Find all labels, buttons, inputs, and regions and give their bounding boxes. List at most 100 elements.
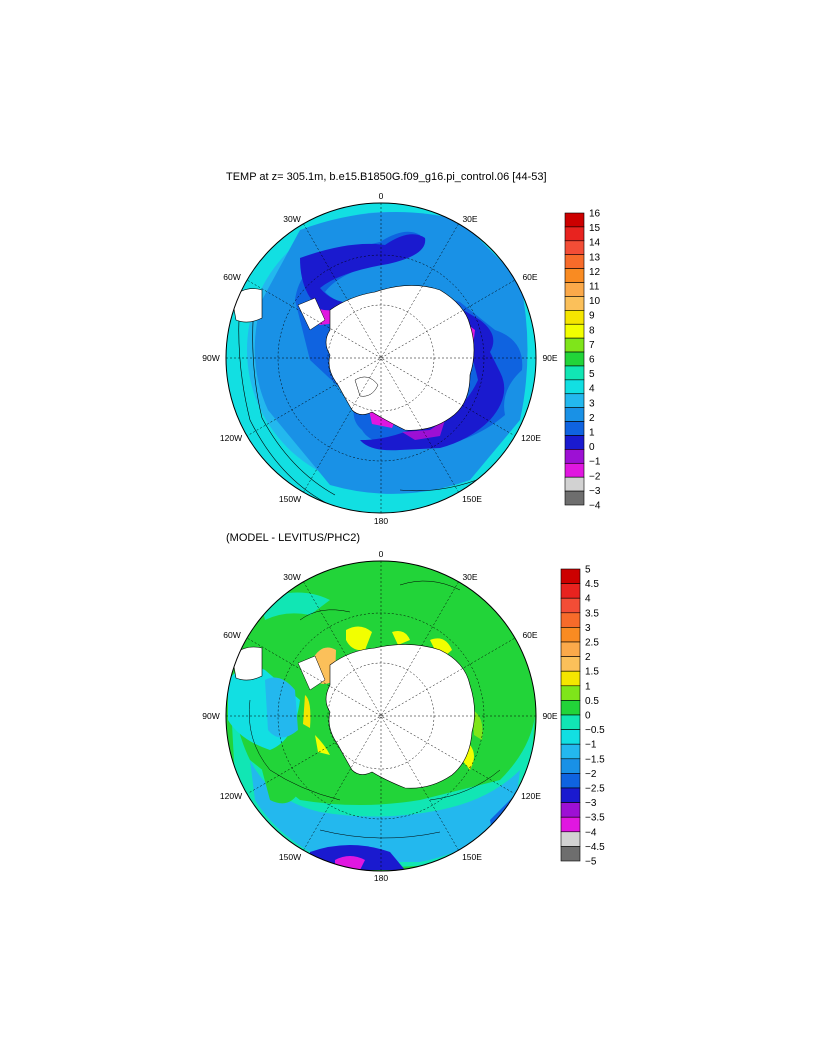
panel2-lon-label: 150W xyxy=(279,852,301,862)
panel1-lon-label: 120E xyxy=(521,433,541,443)
panel2-lon-label: 90E xyxy=(542,711,557,721)
colorbar-tick-label: −5 xyxy=(585,857,597,868)
colorbar-tick-label: −3 xyxy=(589,486,601,497)
panel1-lon-label: 150W xyxy=(279,494,301,504)
panel1-lon-label: 180 xyxy=(374,516,388,526)
colorbar-swatch xyxy=(560,583,581,599)
panel2-lon-label: 120W xyxy=(220,791,242,801)
colorbar-tick-label: −2.5 xyxy=(585,784,605,795)
colorbar-swatch xyxy=(564,407,585,422)
colorbar-tick-label: −3.5 xyxy=(585,813,605,824)
colorbar-swatch xyxy=(564,254,585,269)
panel1-lon-label: 60E xyxy=(522,272,537,282)
colorbar-swatch xyxy=(560,787,581,803)
colorbar-swatch xyxy=(560,700,581,716)
colorbar-swatch xyxy=(560,597,581,614)
panel2-lon-label: 90W xyxy=(202,711,219,721)
panel2-lon-label: 60W xyxy=(223,630,240,640)
colorbar-swatch xyxy=(564,351,585,367)
colorbar-swatch xyxy=(564,490,585,506)
panel1-lon-label: 0 xyxy=(379,191,384,201)
panel1-lon-label: 90E xyxy=(542,353,557,363)
colorbar-tick-label: −4 xyxy=(589,501,601,512)
panel1-lon-label: 150E xyxy=(462,494,482,504)
panel2-lon-label: 30E xyxy=(462,572,477,582)
panel2-title: (MODEL - LEVITUS/PHC2) xyxy=(226,532,361,544)
colorbar-tick-label: −1 xyxy=(585,740,597,751)
colorbar-swatch xyxy=(564,212,585,228)
colorbar-tick-label: −3 xyxy=(585,798,597,809)
panel1-lon-label: 120W xyxy=(220,433,242,443)
colorbar-tick-label: 0.5 xyxy=(585,696,599,707)
colorbar-tick-label: 1 xyxy=(585,681,591,692)
panel1-title: TEMP at z= 305.1m, b.e15.B1850G.f09_g16.… xyxy=(226,171,547,183)
colorbar-tick-label: 5 xyxy=(585,565,591,576)
colorbar-tick-label: −4.5 xyxy=(585,842,605,853)
colorbar-swatch xyxy=(564,282,585,297)
colorbar-swatch xyxy=(564,337,585,353)
colorbar-swatch xyxy=(560,627,581,643)
colorbar-tick-label: 8 xyxy=(589,325,595,336)
colorbar-tick-label: 16 xyxy=(589,209,601,220)
colorbar-tick-label: 5 xyxy=(589,369,595,380)
panel2-lon-label: 180 xyxy=(374,873,388,883)
colorbar-swatch xyxy=(564,379,585,395)
colorbar-tick-label: 0 xyxy=(589,442,595,453)
colorbar-swatch xyxy=(560,714,581,730)
colorbar-swatch xyxy=(564,435,585,450)
panel1-lon-label: 30W xyxy=(283,214,300,224)
colorbar-tick-label: 13 xyxy=(589,252,601,263)
colorbar-tick-label: 4 xyxy=(585,594,591,605)
colorbar-tick-label: −1 xyxy=(589,457,601,468)
colorbar-tick-label: 10 xyxy=(589,296,601,307)
colorbar-tick-label: 0 xyxy=(585,711,591,722)
colorbar-tick-label: 14 xyxy=(589,238,601,249)
colorbar-swatch xyxy=(560,816,581,833)
colorbar-tick-label: 4 xyxy=(589,384,595,395)
colorbar-tick-label: 7 xyxy=(589,340,595,351)
colorbar-swatch xyxy=(564,421,585,436)
panel2-lon-label: 0 xyxy=(379,549,384,559)
panel1-lon-label: 60W xyxy=(223,272,240,282)
panel2-lon-label: 150E xyxy=(462,852,482,862)
colorbar-swatch xyxy=(564,449,585,464)
colorbar-swatch xyxy=(564,476,585,492)
colorbar-swatch xyxy=(560,641,581,657)
colorbar-tick-label: 6 xyxy=(589,355,595,366)
colorbar-swatch xyxy=(560,758,581,774)
colorbar-swatch xyxy=(564,310,585,325)
colorbar-tick-label: 1.5 xyxy=(585,667,599,678)
colorbar-tick-label: 3 xyxy=(585,623,591,634)
panel2-lon-label: 60E xyxy=(522,630,537,640)
colorbar-swatch xyxy=(560,656,581,672)
panel2-colorbar: 5 4.5 4 3.5 3 2.5 2 1.5 1 0.5 0 −0.5 −1 −1.5 −2 −2.5 −3 −… xyxy=(560,565,605,868)
panel1-lon-label: 30E xyxy=(462,214,477,224)
panel1-lon-label: 90W xyxy=(202,353,219,363)
colorbar-swatch xyxy=(564,365,585,381)
colorbar-swatch xyxy=(560,612,581,628)
colorbar-swatch xyxy=(560,568,581,584)
colorbar-tick-label: 2.5 xyxy=(585,638,599,649)
colorbar-swatch xyxy=(560,729,581,745)
colorbar-swatch xyxy=(564,393,585,408)
colorbar-swatch xyxy=(564,226,585,242)
colorbar-tick-label: −4 xyxy=(585,827,597,838)
panel2-map: 0 30E 60E 90E 120E 150E 180 150W 120W 90… xyxy=(202,549,558,883)
colorbar-swatch xyxy=(564,296,585,311)
colorbar-swatch xyxy=(560,685,581,701)
colorbar-swatch xyxy=(564,240,585,256)
colorbar-swatch xyxy=(560,831,581,847)
colorbar-tick-label: 9 xyxy=(589,311,595,322)
colorbar-tick-label: −2 xyxy=(589,471,601,482)
colorbar-swatch xyxy=(560,802,581,818)
colorbar-tick-label: 3.5 xyxy=(585,608,599,619)
colorbar-tick-label: −2 xyxy=(585,769,597,780)
colorbar-swatch xyxy=(560,743,581,760)
colorbar-tick-label: 3 xyxy=(589,398,595,409)
colorbar-swatch xyxy=(560,846,581,862)
colorbar-tick-label: 11 xyxy=(589,282,600,293)
colorbar-tick-label: −1.5 xyxy=(585,754,605,765)
colorbar-tick-label: 15 xyxy=(589,223,601,234)
